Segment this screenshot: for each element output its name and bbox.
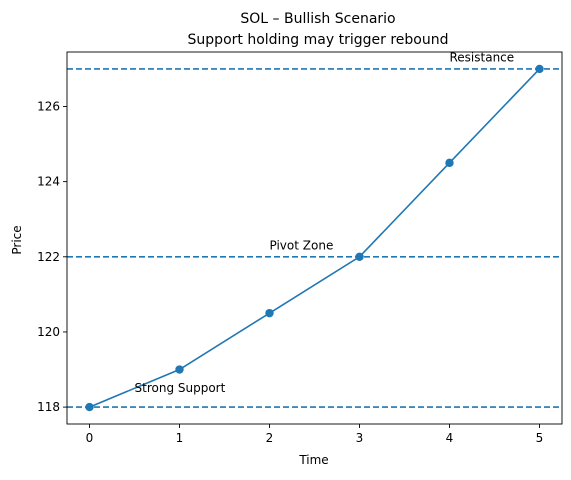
annotation-1: Pivot Zone [270, 238, 334, 252]
x-tick-label-3: 3 [356, 431, 364, 445]
x-axis-label: Time [298, 453, 328, 467]
x-tick-label-1: 1 [176, 431, 184, 445]
y-tick-label-1: 120 [37, 325, 60, 339]
data-point-3 [355, 252, 364, 261]
series-line-0 [89, 68, 541, 408]
y-tick-label-3: 124 [37, 175, 60, 189]
chart-title: SOL – Bullish Scenario [240, 11, 395, 27]
y-axis-label: Price [10, 225, 24, 254]
y-tick-label-2: 122 [37, 250, 60, 264]
x-tick-label-4: 4 [446, 431, 454, 445]
x-tick-label-5: 5 [536, 431, 544, 445]
plot-area: Strong Support Pivot Zone Resistance 0 1 2 3 4 5… [37, 50, 563, 445]
data-point-4 [445, 158, 454, 168]
y-tick-label-0: 118 [37, 400, 60, 414]
annotation-2: Resistance [450, 50, 515, 64]
annotation-0: Strong Support [135, 381, 226, 395]
x-tick-label-2: 2 [266, 431, 274, 445]
data-point-1 [175, 365, 184, 374]
data-point-5 [535, 64, 544, 74]
plot-frame [66, 51, 563, 425]
data-point-0 [85, 402, 94, 412]
chart-subtitle: Support holding may trigger rebound [188, 32, 449, 48]
x-tick-label-0: 0 [86, 431, 94, 445]
y-tick-label-4: 126 [37, 99, 60, 113]
data-point-2 [265, 308, 274, 318]
